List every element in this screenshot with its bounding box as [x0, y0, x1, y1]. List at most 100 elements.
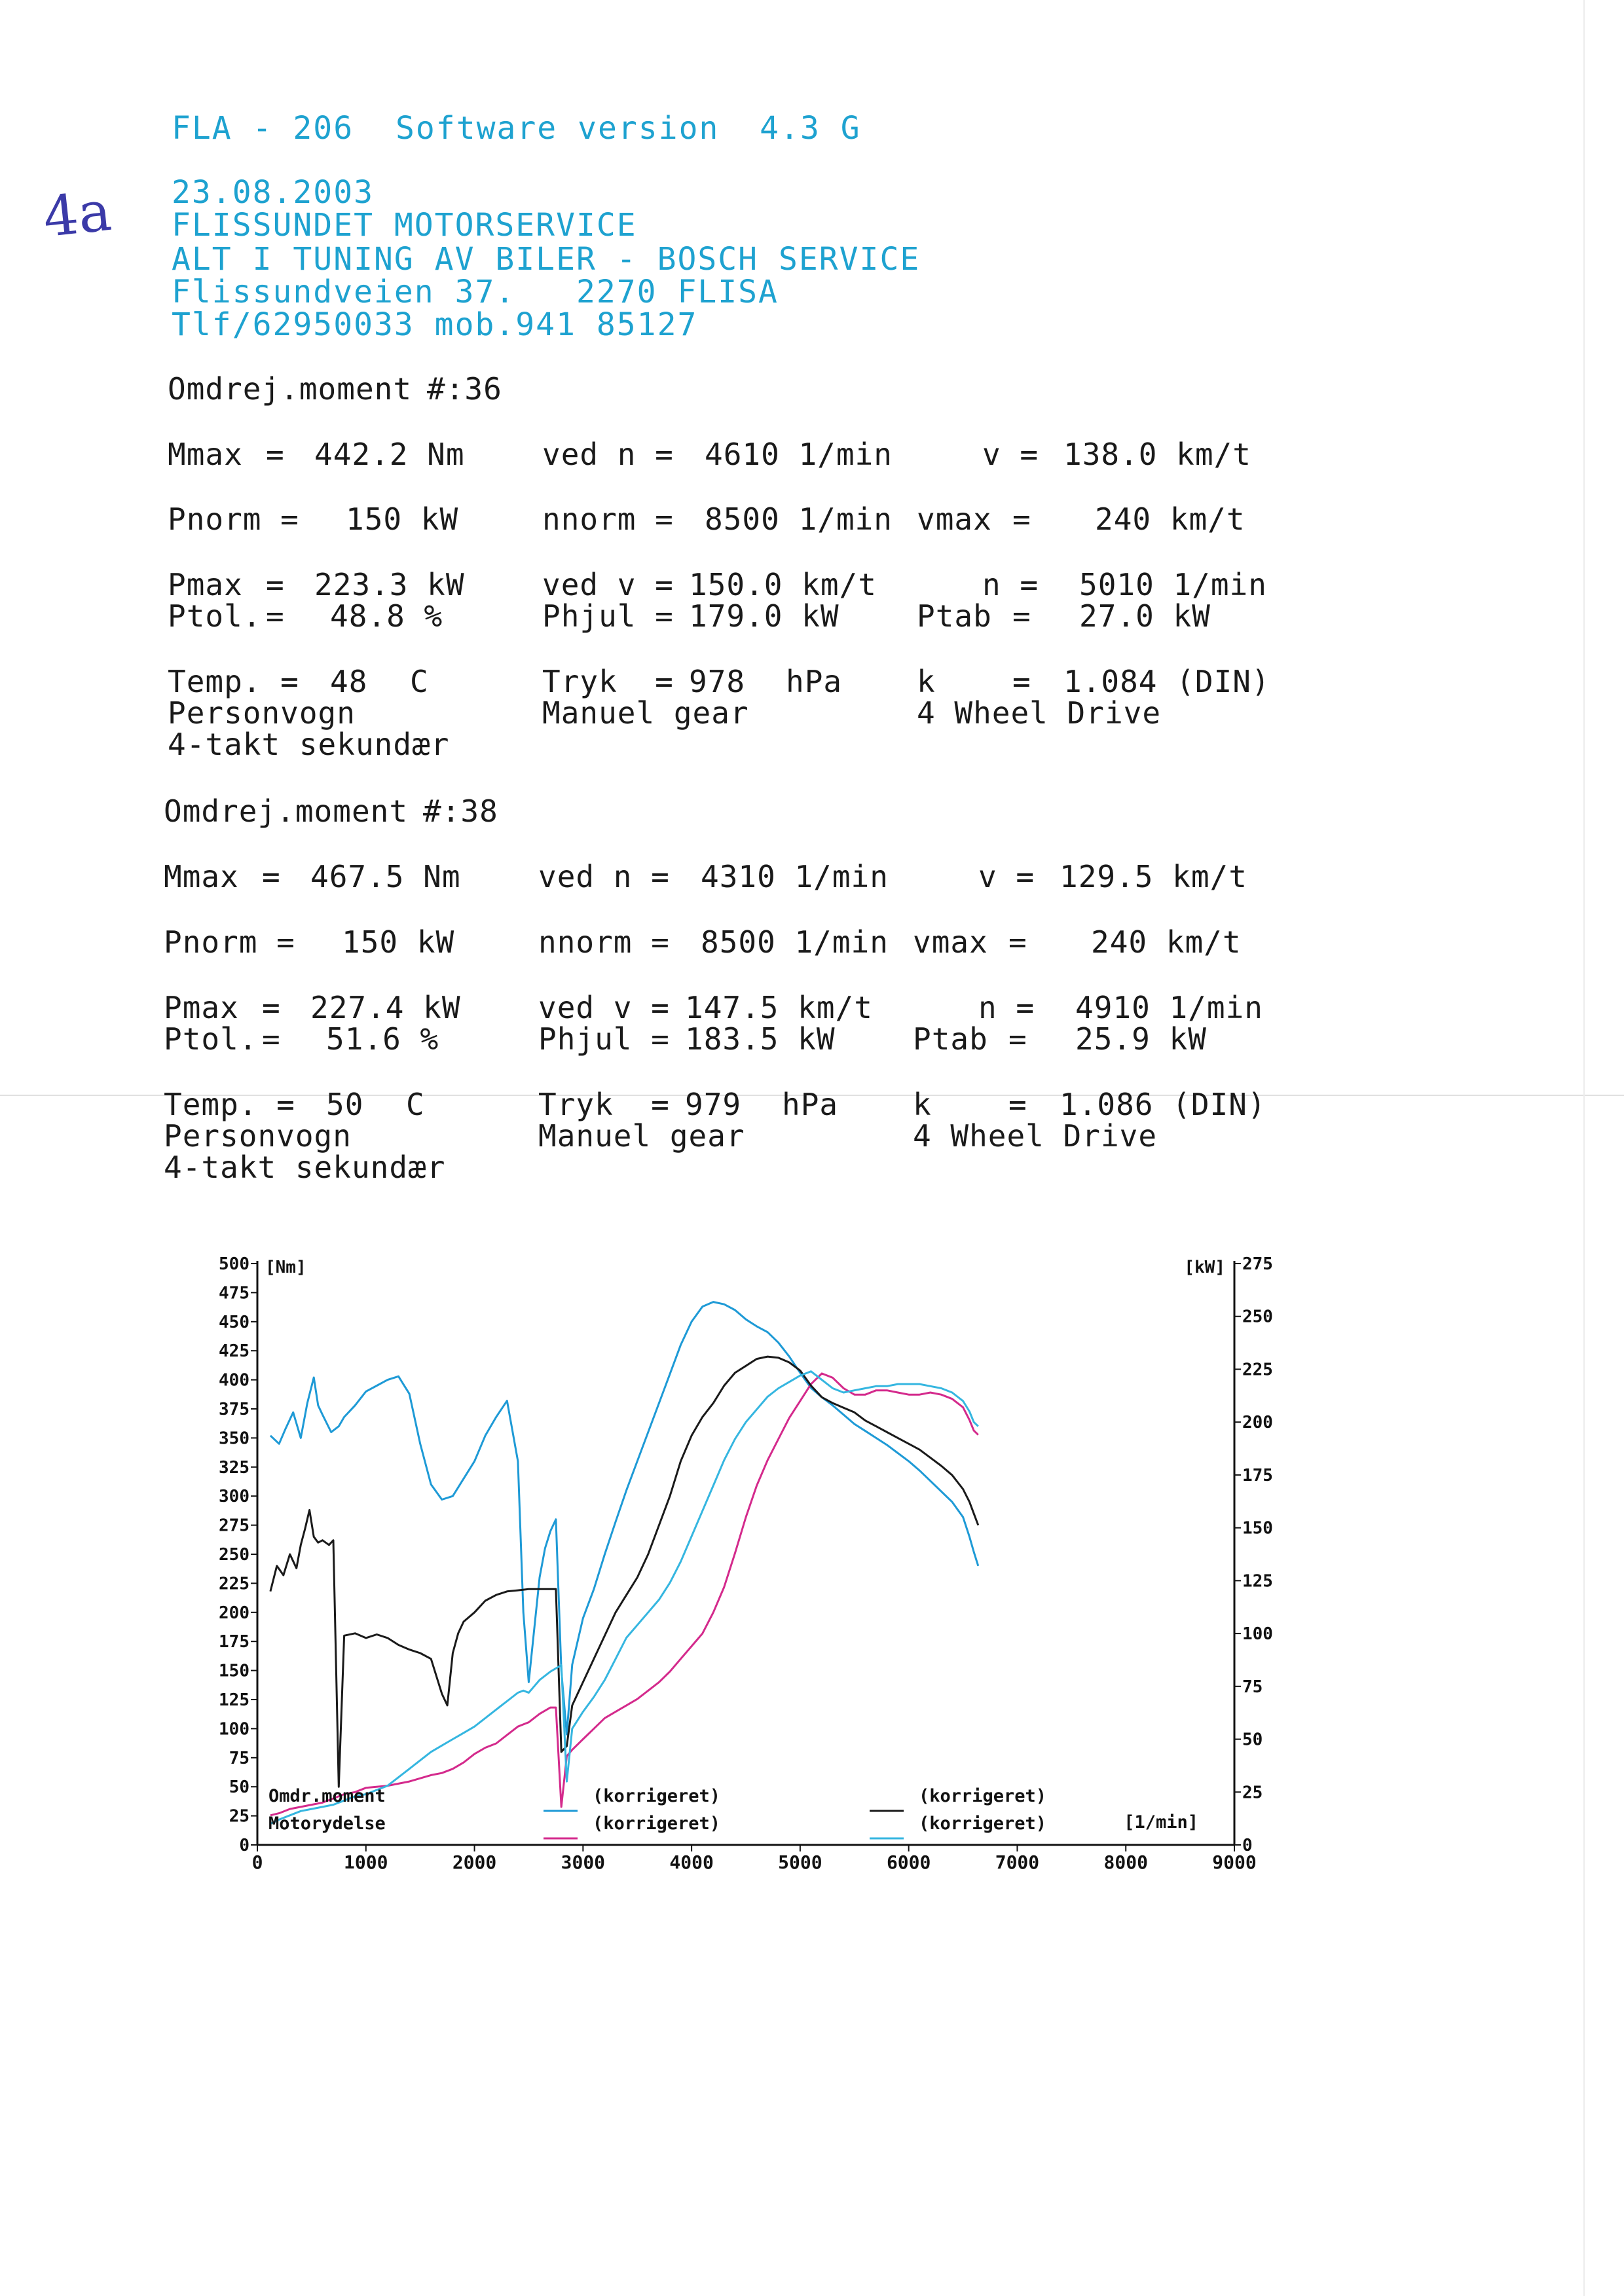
k-value: 1.086 (DIN) — [1060, 1087, 1266, 1122]
pmax-label: Pmax — [164, 990, 239, 1025]
n-value: 5010 1/min — [1079, 567, 1267, 602]
pmax-value: 223.3 kW — [314, 567, 465, 602]
chart-lines — [269, 1301, 980, 1825]
y-left-tick-label: 225 — [219, 1574, 249, 1594]
y-right-tick-label: 150 — [1242, 1519, 1273, 1539]
y-left-tick-label: 150 — [219, 1662, 249, 1681]
ptab-value: 27.0 kW — [1079, 598, 1211, 634]
vmax-value: 240 km/t — [1091, 924, 1242, 960]
equals: = — [262, 990, 281, 1025]
k-value: 1.084 (DIN) — [1063, 664, 1270, 699]
nnorm-label: nnorm = — [542, 501, 674, 537]
y-left-axis-label: [Nm] — [265, 1258, 306, 1277]
vehicle-type: Personvogn — [164, 1118, 352, 1154]
vmax-value: 240 km/t — [1095, 501, 1246, 537]
equals: = — [262, 1021, 281, 1057]
pmax-value: 227.4 kW — [310, 990, 461, 1025]
y-left-tick-label: 450 — [219, 1313, 249, 1332]
x-tick-label: 8000 — [1104, 1851, 1148, 1873]
temp-label: Temp. = — [164, 1087, 295, 1122]
date: 23.08.2003 — [172, 174, 374, 211]
y-left-tick-label: 275 — [219, 1516, 249, 1536]
x-tick-label: 5000 — [778, 1851, 822, 1873]
equals: = — [1012, 664, 1031, 699]
drive-type: 4 Wheel Drive — [917, 695, 1162, 731]
ptol-value: 48.8 % — [330, 598, 443, 634]
equals: = — [1012, 501, 1031, 537]
y-left-tick-label: 75 — [229, 1749, 249, 1768]
temp-value: 50 — [326, 1087, 364, 1122]
y-left-tick-label: 350 — [219, 1429, 249, 1448]
pnorm-label: Pnorm = — [168, 501, 299, 537]
y-left-tick-label: 400 — [219, 1371, 249, 1391]
y-right-tick-label: 25 — [1242, 1783, 1263, 1802]
phjul-label: Phjul = — [538, 1021, 670, 1057]
equals: = — [266, 598, 285, 634]
y-left-tick-label: 125 — [219, 1690, 249, 1710]
chart-legend: Omdr.moment Motorydelse (korrigeret) (korri… — [268, 1786, 1046, 1840]
legend-corrected-label: (korrigeret) — [919, 1813, 1046, 1834]
pnorm-value: 150 kW — [342, 924, 455, 960]
n-value: 4910 1/min — [1075, 990, 1263, 1025]
chart-axes: [Nm] [kW] [1/min] — [256, 1258, 1236, 1846]
y-left-tick-label: 100 — [219, 1719, 249, 1739]
at-v-value: 150.0 km/t — [689, 567, 877, 602]
nnorm-label: nnorm = — [538, 924, 670, 960]
equals: = — [1008, 924, 1027, 960]
y-right-tick-label: 75 — [1242, 1677, 1263, 1697]
at-v-label: ved v = — [538, 990, 670, 1025]
y-left-tick-label: 50 — [229, 1777, 249, 1797]
power-curve-run-38 — [270, 1370, 979, 1825]
y-left-tick-label: 325 — [219, 1458, 249, 1478]
x-tick-label: 9000 — [1212, 1851, 1256, 1873]
equals: = — [1012, 598, 1031, 634]
k-label: k — [913, 1087, 932, 1122]
at-v-label: ved v = — [542, 567, 674, 602]
equals: = — [262, 859, 281, 894]
torque-curve-run-38 — [269, 1355, 980, 1788]
fold-line-vertical — [1583, 0, 1585, 2296]
pnorm-value: 150 kW — [346, 501, 459, 537]
tryk-unit: hPa — [782, 1087, 839, 1122]
y-right-tick-label: 250 — [1242, 1307, 1273, 1327]
at-n-label: ved n = — [538, 859, 670, 894]
company-phone: Tlf/62950033 mob.941 85127 — [172, 306, 698, 343]
x-axis-label: [1/min] — [1124, 1812, 1198, 1832]
run-number: #:36 — [427, 371, 502, 407]
y-right-tick-label: 200 — [1242, 1413, 1273, 1432]
x-tick-label: 7000 — [995, 1851, 1039, 1873]
mmax-value: 467.5 Nm — [310, 859, 461, 894]
engine-type: 4-takt sekundær — [164, 1150, 446, 1185]
x-tick-label: 6000 — [887, 1851, 931, 1873]
torque-curve-run-36 — [269, 1301, 980, 1736]
ptab-label: Ptab — [917, 598, 992, 634]
equals: = — [266, 437, 285, 472]
x-tick-label: 1000 — [344, 1851, 388, 1873]
y-right-tick-label: 125 — [1242, 1571, 1273, 1591]
pnorm-label: Pnorm = — [164, 924, 295, 960]
fold-line — [0, 1095, 1624, 1096]
y-right-tick-label: 225 — [1242, 1360, 1273, 1379]
y-left-tick-label: 25 — [229, 1807, 249, 1827]
x-tick-label: 0 — [252, 1851, 263, 1873]
pmax-label: Pmax — [168, 567, 243, 602]
temp-label: Temp. = — [168, 664, 299, 699]
mmax-value: 442.2 Nm — [314, 437, 465, 472]
y-left-tick-label: 475 — [219, 1283, 249, 1303]
y-left-tick-label: 500 — [219, 1254, 249, 1274]
legend-corrected-label: (korrigeret) — [919, 1786, 1046, 1806]
ptol-label: Ptol. — [164, 1021, 258, 1057]
v-value: 138.0 km/t — [1063, 437, 1251, 472]
tryk-unit: hPa — [786, 664, 843, 699]
nnorm-value: 8500 1/min — [701, 924, 889, 960]
power-curve-run-36 — [270, 1372, 979, 1817]
legend-corrected-label: (korrigeret) — [593, 1786, 720, 1806]
ptab-label: Ptab — [913, 1021, 988, 1057]
phjul-label: Phjul = — [542, 598, 674, 634]
at-n-value: 4610 1/min — [705, 437, 893, 472]
software-version: Software version 4.3 G — [396, 110, 861, 147]
at-n-label: ved n = — [542, 437, 674, 472]
vehicle-type: Personvogn — [168, 695, 356, 731]
tryk-value: 978 — [689, 664, 746, 699]
